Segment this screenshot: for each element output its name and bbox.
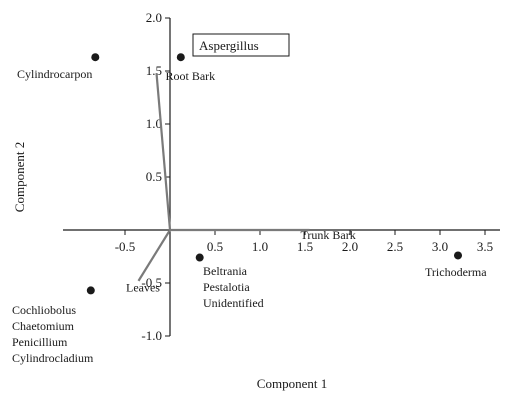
y-tick-label: -0.5 bbox=[141, 275, 162, 290]
y-tick-label: 2.0 bbox=[146, 10, 162, 25]
point-label-line: Pestalotia bbox=[203, 280, 250, 294]
data-point bbox=[176, 53, 185, 62]
vector-label: Leaves bbox=[126, 280, 160, 294]
x-axis-title: Component 1 bbox=[257, 376, 327, 391]
point-label-line: Unidentified bbox=[203, 296, 264, 310]
point-label-line: Cochliobolus bbox=[12, 303, 76, 317]
point-label-line: Chaetomium bbox=[12, 319, 75, 333]
y-axis-title: Component 2 bbox=[12, 142, 27, 212]
point-label: Cylindrocarpon bbox=[17, 67, 92, 81]
label-box bbox=[192, 33, 290, 57]
point-label: Beltrania Pestalotia Unidentified bbox=[203, 264, 264, 310]
y-tick-label: -1.0 bbox=[141, 328, 162, 343]
loading-vectors: Root Bark Trunk Bark Leaves bbox=[126, 69, 356, 294]
point-label-line: Beltrania bbox=[203, 264, 248, 278]
x-tick-label: 1.5 bbox=[297, 239, 313, 254]
x-tick-label: 1.0 bbox=[252, 239, 268, 254]
point-label: Cochliobolus Chaetomium Penicillium Cylindr… bbox=[12, 303, 94, 365]
loading-vector bbox=[137, 229, 171, 282]
point-label-line: Cylindrocarpon bbox=[17, 67, 92, 81]
point-label-line: Cylindrocladium bbox=[12, 351, 94, 365]
y-tick-label: 1.5 bbox=[146, 63, 162, 78]
vector-label: Root Bark bbox=[166, 69, 216, 83]
data-point bbox=[454, 251, 462, 260]
point-label-line: Penicillium bbox=[12, 335, 68, 349]
data-point bbox=[195, 253, 204, 262]
x-tick-label: 2.5 bbox=[387, 239, 403, 254]
score-points: Cylindrocarpon Aspergillus Trichoderma Belt… bbox=[12, 33, 487, 365]
y-tick-label: 0.5 bbox=[146, 169, 162, 184]
vector-label: Trunk Bark bbox=[301, 228, 356, 242]
y-tick-label: 1.0 bbox=[146, 116, 162, 131]
x-tick-label: 2.0 bbox=[342, 239, 358, 254]
y-tick-labels: -1.0 -0.5 0.5 1.0 1.5 2.0 bbox=[141, 10, 170, 343]
x-tick-label: 3.0 bbox=[432, 239, 448, 254]
point-label: Trichoderma bbox=[425, 265, 487, 279]
point-label: Aspergillus bbox=[199, 38, 259, 53]
point-label-line: Aspergillus bbox=[199, 38, 259, 53]
x-tick-label: 3.5 bbox=[477, 239, 493, 254]
data-point bbox=[86, 286, 95, 295]
point-label-line: Trichoderma bbox=[425, 265, 487, 279]
x-tick-label: 0.5 bbox=[207, 239, 223, 254]
x-tick-label: -0.5 bbox=[115, 239, 136, 254]
x-tick-labels: -0.5 0.5 1.0 1.5 2.0 2.5 3.0 3.5 bbox=[115, 230, 493, 254]
data-point bbox=[91, 53, 100, 62]
loading-vector bbox=[155, 73, 172, 231]
